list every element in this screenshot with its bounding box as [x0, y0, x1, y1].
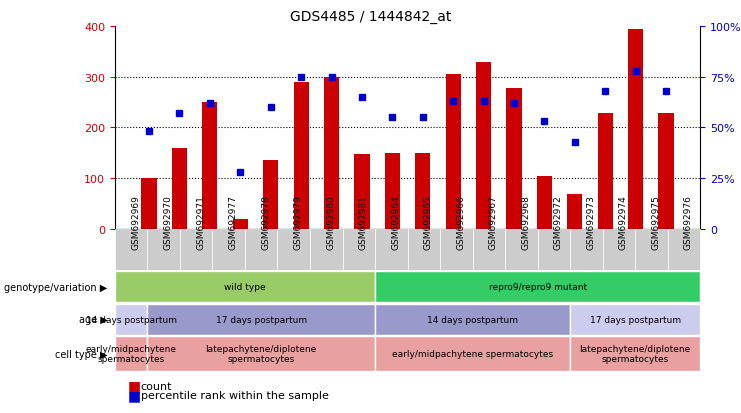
Text: GSM692965: GSM692965 — [424, 195, 433, 250]
Text: GSM692966: GSM692966 — [456, 195, 465, 250]
Text: age ▶: age ▶ — [79, 314, 107, 325]
Text: GSM692969: GSM692969 — [131, 195, 140, 250]
Text: GSM692976: GSM692976 — [684, 195, 693, 250]
Text: GSM692981: GSM692981 — [359, 195, 368, 250]
Text: early/midpachytene
spermatocytes: early/midpachytene spermatocytes — [86, 344, 176, 363]
Text: GSM692972: GSM692972 — [554, 195, 563, 250]
Bar — [233, 219, 248, 229]
Text: GSM692977: GSM692977 — [229, 195, 238, 250]
Text: GSM692968: GSM692968 — [522, 195, 531, 250]
Bar — [142, 178, 156, 229]
Text: percentile rank within the sample: percentile rank within the sample — [141, 390, 329, 400]
Bar — [324, 77, 339, 229]
Text: wild type: wild type — [224, 283, 266, 292]
Text: GSM692975: GSM692975 — [651, 195, 660, 250]
Text: genotype/variation ▶: genotype/variation ▶ — [4, 282, 107, 292]
Text: GSM692979: GSM692979 — [293, 195, 303, 250]
Bar — [263, 161, 279, 229]
Text: GSM692980: GSM692980 — [326, 195, 335, 250]
Text: early/midpachytene spermatocytes: early/midpachytene spermatocytes — [392, 349, 553, 358]
Text: GSM692970: GSM692970 — [164, 195, 173, 250]
Text: 17 days postpartum: 17 days postpartum — [216, 315, 307, 324]
Text: ■: ■ — [128, 388, 142, 402]
Bar — [506, 88, 522, 229]
Text: GSM692964: GSM692964 — [391, 195, 400, 250]
Text: cell type ▶: cell type ▶ — [55, 349, 107, 359]
Text: GSM692973: GSM692973 — [586, 195, 596, 250]
Text: ■: ■ — [128, 379, 142, 393]
Bar — [628, 31, 643, 229]
Text: 17 days postpartum: 17 days postpartum — [590, 315, 681, 324]
Text: latepachytene/diplotene
spermatocytes: latepachytene/diplotene spermatocytes — [205, 344, 317, 363]
Bar — [597, 114, 613, 229]
Text: 14 days postpartum: 14 days postpartum — [86, 315, 176, 324]
Bar — [659, 114, 674, 229]
Bar — [445, 75, 461, 229]
Bar — [476, 63, 491, 229]
Text: latepachytene/diplotene
spermatocytes: latepachytene/diplotene spermatocytes — [579, 344, 691, 363]
Bar — [536, 176, 552, 229]
Bar — [293, 83, 309, 229]
Bar — [415, 153, 431, 229]
Text: GSM692967: GSM692967 — [489, 195, 498, 250]
Text: 14 days postpartum: 14 days postpartum — [427, 315, 518, 324]
Bar — [354, 154, 370, 229]
Bar — [172, 148, 187, 229]
Text: count: count — [141, 381, 173, 391]
Bar — [385, 153, 400, 229]
Text: repro9/repro9 mutant: repro9/repro9 mutant — [488, 283, 587, 292]
Text: GSM692971: GSM692971 — [196, 195, 205, 250]
Text: GDS4485 / 1444842_at: GDS4485 / 1444842_at — [290, 10, 451, 24]
Bar — [202, 103, 218, 229]
Text: GSM692978: GSM692978 — [261, 195, 270, 250]
Bar — [567, 195, 582, 229]
Text: GSM692974: GSM692974 — [619, 195, 628, 250]
